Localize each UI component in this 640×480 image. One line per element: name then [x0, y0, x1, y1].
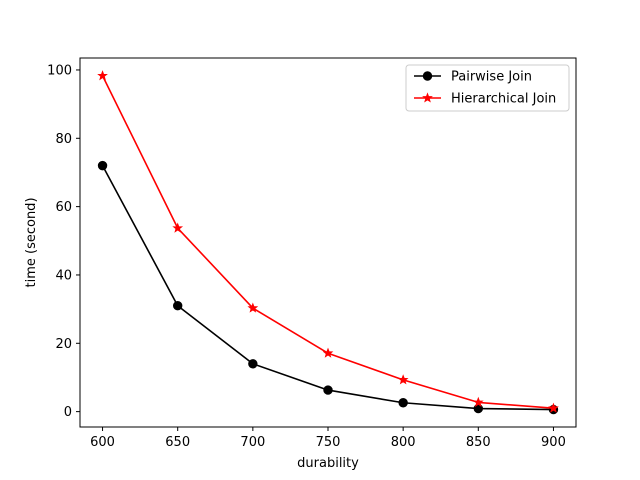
- x-tick-label: 650: [165, 435, 190, 450]
- legend-entries: Pairwise Join Hierarchical Join: [414, 70, 556, 107]
- legend-label: Pairwise Join: [451, 70, 532, 85]
- data-point: [97, 70, 108, 81]
- y-tick-label: 100: [47, 63, 72, 78]
- data-point: [248, 359, 258, 369]
- data-point: [322, 347, 334, 358]
- data-point: [172, 222, 184, 233]
- x-tick-label: 600: [90, 435, 115, 450]
- y-tick-label: 80: [55, 132, 72, 147]
- y-tick-label: 40: [55, 268, 72, 283]
- data-point: [247, 302, 259, 313]
- legend-marker: [422, 92, 433, 103]
- legend-entry: Hierarchical Join: [414, 92, 556, 107]
- data-point: [397, 374, 409, 385]
- legend: Pairwise Join Hierarchical Join: [405, 64, 570, 112]
- legend-marker: [422, 71, 433, 81]
- plot-marks: [97, 70, 559, 415]
- legend-entry: Pairwise Join: [414, 70, 532, 85]
- x-tick-label: 700: [240, 435, 265, 450]
- legend-label: Hierarchical Join: [451, 92, 556, 107]
- legend-box: [405, 64, 570, 112]
- data-point: [548, 402, 559, 413]
- data-point: [398, 398, 408, 408]
- data-point: [472, 396, 484, 407]
- y-tick-label: 60: [55, 200, 72, 215]
- data-point: [323, 385, 333, 395]
- data-point: [172, 301, 183, 311]
- y-axis-ticks: 0 20 40 60 80 100: [47, 63, 80, 420]
- y-axis-label: time (second): [24, 197, 39, 287]
- x-axis-label: durability: [297, 456, 359, 471]
- x-tick-label: 800: [391, 435, 416, 450]
- x-axis-ticks: 600 650 700 750 800 850 900: [90, 427, 566, 450]
- x-tick-label: 750: [316, 435, 341, 450]
- y-tick-label: 20: [55, 337, 72, 352]
- data-point: [97, 160, 108, 171]
- series-hierarchical-join: [97, 70, 559, 413]
- x-tick-label: 850: [466, 435, 491, 450]
- plot-frame: [79, 57, 577, 428]
- y-tick-label: 0: [64, 405, 72, 420]
- x-tick-label: 900: [541, 435, 566, 450]
